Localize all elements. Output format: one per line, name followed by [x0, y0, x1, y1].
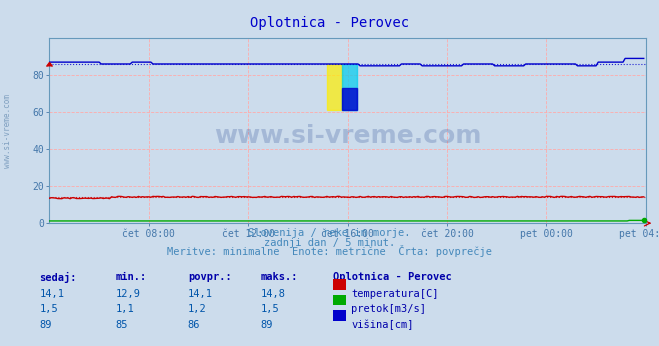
Text: 12,9: 12,9 [115, 289, 140, 299]
Text: 89: 89 [260, 320, 273, 330]
Text: sedaj:: sedaj: [40, 272, 77, 283]
Text: 1,5: 1,5 [260, 304, 279, 315]
Text: 1,2: 1,2 [188, 304, 206, 315]
Text: 14,1: 14,1 [188, 289, 213, 299]
Bar [341, 64, 357, 110]
Text: povpr.:: povpr.: [188, 272, 231, 282]
Text: Oplotnica - Perovec: Oplotnica - Perovec [250, 16, 409, 29]
Bar [327, 64, 341, 110]
Text: 14,1: 14,1 [40, 289, 65, 299]
Text: 85: 85 [115, 320, 128, 330]
Text: maks.:: maks.: [260, 272, 298, 282]
Text: Meritve: minimalne  Enote: metrične  Črta: povprečje: Meritve: minimalne Enote: metrične Črta:… [167, 245, 492, 257]
Text: 89: 89 [40, 320, 52, 330]
Text: višina[cm]: višina[cm] [351, 320, 414, 330]
Text: 86: 86 [188, 320, 200, 330]
Text: pretok[m3/s]: pretok[m3/s] [351, 304, 426, 315]
Text: 14,8: 14,8 [260, 289, 285, 299]
Bar [341, 88, 357, 110]
Text: 1,5: 1,5 [40, 304, 58, 315]
Text: zadnji dan / 5 minut.: zadnji dan / 5 minut. [264, 238, 395, 248]
Text: 1,1: 1,1 [115, 304, 134, 315]
Text: temperatura[C]: temperatura[C] [351, 289, 439, 299]
Text: www.si-vreme.com: www.si-vreme.com [214, 124, 481, 148]
Text: Oplotnica - Perovec: Oplotnica - Perovec [333, 272, 451, 282]
Text: min.:: min.: [115, 272, 146, 282]
Text: Slovenija / reke in morje.: Slovenija / reke in morje. [248, 228, 411, 238]
Text: www.si-vreme.com: www.si-vreme.com [3, 94, 13, 169]
